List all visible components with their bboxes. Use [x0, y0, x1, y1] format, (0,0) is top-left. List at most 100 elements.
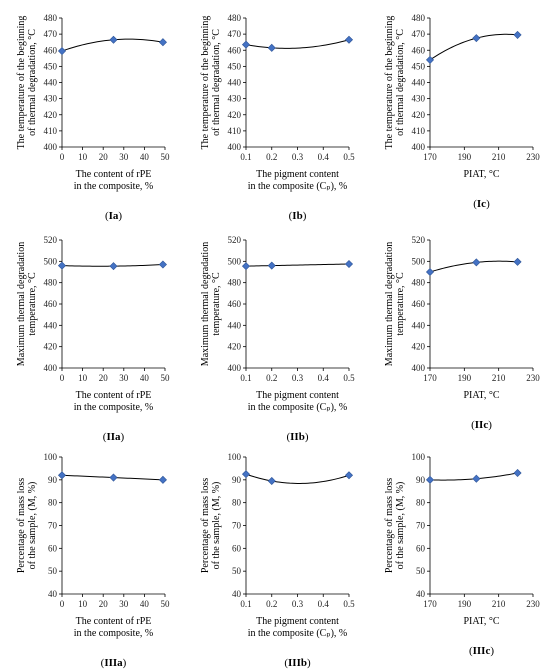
- panel-label-open: (: [471, 419, 475, 431]
- panel-label-open: (: [105, 210, 109, 222]
- panel-label-open: (: [101, 657, 105, 669]
- chart-panel-ic: 400 410 420 430 440 450 460 470 480 170 190 210 230 T…: [384, 13, 540, 210]
- y-axis-label: Percentage of mass lossof the sample, (M…: [384, 478, 406, 573]
- x-tick-label: 50: [161, 373, 171, 383]
- y-tick-label: 400: [412, 363, 426, 373]
- x-axis-label: The content of rPE: [76, 390, 152, 401]
- panel-label: (IIc): [471, 419, 492, 431]
- panel-label: (Ic): [473, 198, 490, 210]
- y-axis-label-line: Percentage of mass loss: [200, 478, 211, 573]
- y-tick-label: 460: [228, 45, 242, 55]
- y-tick-label: 50: [232, 566, 242, 576]
- data-point: [425, 55, 435, 64]
- panel-label-close: ): [490, 645, 494, 657]
- y-tick-label: 420: [228, 342, 242, 352]
- x-tick-label: 0.3: [292, 373, 304, 383]
- y-axis-label-line: The temperature of the beginning: [16, 16, 27, 150]
- x-axis-label: in the composite (Cₚ), %: [248, 402, 348, 413]
- data-point: [472, 34, 481, 43]
- y-tick-label: 40: [416, 589, 426, 599]
- panel-label-open: (: [286, 431, 290, 443]
- y-tick-label: 440: [44, 78, 58, 88]
- chart-panel-iiic: 40 50 60 70 80 90 100 170 190 210 230 Percentage of…: [384, 452, 540, 657]
- x-axis-label: in the composite, %: [74, 628, 153, 639]
- y-tick-label: 440: [412, 320, 426, 330]
- y-tick-label: 470: [228, 29, 242, 39]
- x-tick-label: 50: [161, 599, 171, 609]
- panel-label-close: ): [486, 198, 490, 210]
- y-tick-label: 460: [412, 45, 426, 55]
- y-tick-label: 460: [44, 299, 58, 309]
- trendline: [245, 39, 350, 49]
- data-point: [513, 257, 522, 266]
- chart-panel-iic: 400 420 440 460 480 500 520 170 190 210 230 Maximum…: [384, 235, 540, 431]
- x-tick-label: 0.1: [240, 599, 251, 609]
- y-axis-label-line: Maximum thermal degradation: [200, 242, 211, 366]
- panel-label-close: ): [488, 419, 492, 431]
- x-tick-label: 0.2: [266, 373, 277, 383]
- data-point: [158, 38, 167, 47]
- x-tick-label: 170: [423, 373, 437, 383]
- panel-label-open: (: [284, 657, 288, 669]
- x-tick-label: 210: [492, 373, 506, 383]
- x-tick-label: 190: [458, 599, 472, 609]
- panel-label-id: IIIc: [473, 645, 491, 657]
- panel-label-id: Ia: [109, 210, 119, 222]
- y-tick-label: 100: [412, 452, 426, 462]
- chart-panel-ib: 400 410 420 430 440 450 460 470 480 0.1 0.2 0.3 0.4 0…: [200, 13, 355, 222]
- panel-label-close: ): [305, 431, 309, 443]
- panel-label: (IIIb): [284, 657, 311, 669]
- x-tick-label: 10: [78, 599, 88, 609]
- x-tick-label: 20: [99, 152, 109, 162]
- y-tick-label: 70: [232, 521, 242, 531]
- y-tick-label: 500: [412, 256, 426, 266]
- x-tick-label: 50: [161, 152, 171, 162]
- chart-panel-ia: 400 410 420 430 440 450 460 470 480 0 10 20 30 40 50 Th…: [16, 13, 170, 222]
- panel-label-open: (: [473, 198, 477, 210]
- x-tick-label: 30: [119, 152, 129, 162]
- data-point: [267, 43, 276, 52]
- y-tick-label: 60: [232, 543, 242, 553]
- panel-label-open: (: [103, 431, 107, 443]
- y-axis-label: Maximum thermal degradationtemperature, …: [200, 242, 222, 366]
- y-axis-label-line: of thermal degradation, °C: [211, 29, 222, 136]
- x-tick-label: 0: [60, 152, 65, 162]
- x-tick-label: 0: [60, 599, 65, 609]
- y-tick-label: 420: [228, 110, 242, 120]
- y-axis-label-line: of thermal degradation, °C: [395, 29, 406, 136]
- data-point: [344, 35, 354, 44]
- data-point: [241, 262, 251, 271]
- x-tick-label: 0.4: [318, 373, 330, 383]
- y-tick-label: 60: [48, 543, 58, 553]
- y-tick-label: 400: [228, 363, 242, 373]
- panel-label-id: IIIb: [288, 657, 307, 669]
- data-point: [158, 260, 167, 269]
- x-tick-label: 40: [140, 599, 150, 609]
- data-point: [109, 262, 118, 271]
- y-tick-label: 70: [416, 521, 426, 531]
- x-axis-label: The pigment content: [256, 390, 339, 401]
- chart-panel-iib: 400 420 440 460 480 500 520 0.1 0.2 0.3 0.4 0.5 Maxi…: [200, 235, 355, 443]
- panel-label-id: Ib: [292, 210, 302, 222]
- y-tick-label: 420: [44, 342, 58, 352]
- y-tick-label: 440: [228, 320, 242, 330]
- y-tick-label: 90: [232, 475, 242, 485]
- y-axis-label-line: Maximum thermal degradation: [384, 242, 395, 366]
- x-tick-label: 230: [526, 152, 540, 162]
- x-tick-label: 0.1: [240, 152, 251, 162]
- panel-label: (IIb): [286, 431, 308, 443]
- panel-label: (Ia): [105, 210, 122, 222]
- panel-label-id: IIa: [106, 431, 121, 443]
- data-point: [109, 473, 118, 482]
- y-tick-label: 440: [412, 78, 426, 88]
- y-axis-label-line: temperature, °C: [211, 272, 222, 336]
- data-point: [513, 30, 522, 39]
- y-axis-label-line: The temperature of the beginning: [384, 16, 395, 150]
- x-tick-label: 10: [78, 373, 88, 383]
- y-axis-label: The temperature of the beginningof therm…: [384, 16, 406, 150]
- y-tick-label: 100: [44, 452, 58, 462]
- x-tick-label: 210: [492, 152, 506, 162]
- panel-label-open: (: [289, 210, 293, 222]
- data-point: [513, 468, 522, 478]
